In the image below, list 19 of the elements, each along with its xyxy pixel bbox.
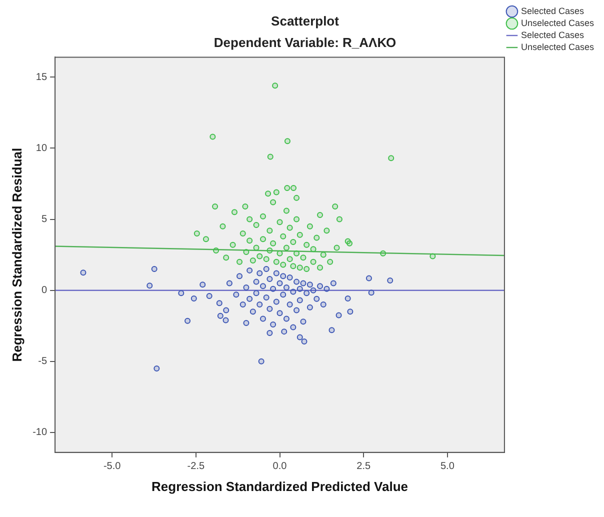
chart-title: Scatterplot — [271, 13, 340, 28]
legend-label: Unselected Cases — [520, 18, 594, 28]
legend-label: Selected Cases — [520, 30, 584, 40]
y-tick-label: -5 — [38, 356, 48, 368]
x-axis-title: Regression Standardized Predicted Value — [152, 478, 408, 494]
y-tick-label: 5 — [41, 214, 48, 226]
y-tick-label: 10 — [36, 142, 48, 154]
y-axis-title: Regression Standardized Residual — [9, 148, 24, 362]
x-tick-label: 5.0 — [440, 461, 455, 472]
x-tick-label: -2.5 — [187, 461, 205, 472]
y-tick-label: 0 — [41, 285, 48, 296]
y-tick-label: 15 — [36, 72, 48, 83]
legend-label: Selected Cases — [520, 6, 584, 16]
x-tick-label: -5.0 — [103, 461, 122, 472]
chart-subtitle: Dependent Variable: R_ΑΛΚΟ — [214, 34, 396, 50]
x-tick-label: 0.0 — [272, 461, 288, 472]
legend-label: Unselected Cases — [520, 42, 594, 52]
x-tick-label: 2.5 — [356, 461, 371, 472]
y-tick-label: -10 — [32, 427, 48, 438]
